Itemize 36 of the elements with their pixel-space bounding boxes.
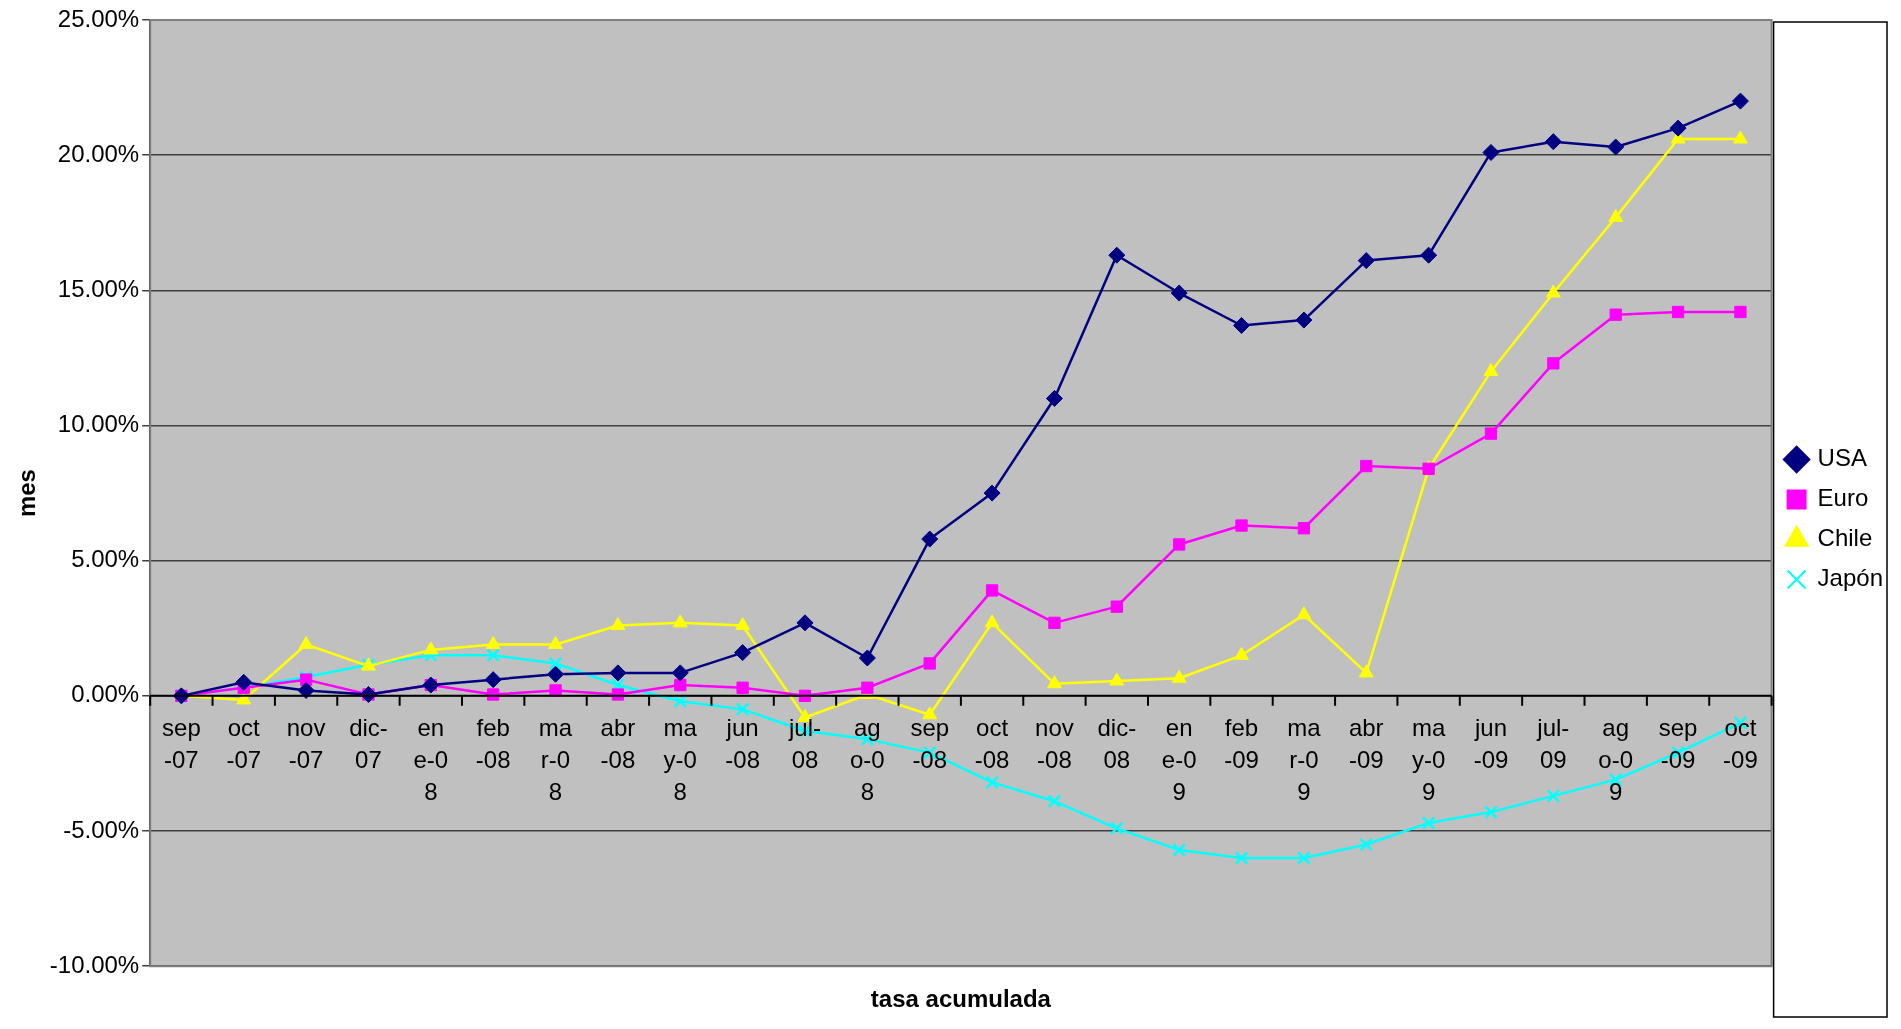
y-tick-label: 20.00%	[57, 139, 140, 167]
y-tick-label: 5.00%	[71, 545, 140, 573]
x-tick-label: may-08	[663, 714, 698, 806]
x-tick-label: sep-07	[162, 714, 201, 774]
x-tick-label: oct-07	[226, 714, 262, 774]
legend-label: Euro	[1817, 484, 1869, 512]
x-tick-label: jun-08	[725, 714, 760, 774]
y-tick-label: -5.00%	[63, 815, 140, 843]
x-tick-label: abr-08	[600, 714, 636, 774]
x-tick-label: oct-08	[974, 714, 1010, 774]
y-tick-label: 0.00%	[71, 680, 140, 708]
x-tick-label: ago-08	[850, 714, 885, 806]
x-tick-label: feb-08	[475, 714, 511, 774]
legend-label: Chile	[1817, 524, 1873, 552]
x-tick-label: abr-09	[1348, 714, 1384, 774]
x-tick-label: ene-09	[1161, 714, 1197, 806]
x-tick-label: nov-07	[286, 714, 326, 774]
x-tick-label: may-09	[1411, 714, 1446, 806]
y-tick-label: 25.00%	[57, 4, 140, 32]
x-tick-label: feb-09	[1224, 714, 1259, 774]
x-tick-label: ene-08	[413, 714, 449, 806]
x-axis-title: tasa acumulada	[870, 985, 1052, 1013]
y-tick-label: 10.00%	[57, 410, 140, 438]
y-axis-title: mes	[13, 469, 41, 518]
x-tick-label: mar-09	[1287, 714, 1322, 806]
x-tick-label: dic-08	[1097, 714, 1137, 774]
x-tick-label: nov-08	[1035, 714, 1074, 774]
x-tick-label: jul-09	[1536, 714, 1570, 774]
y-tick-label: 15.00%	[57, 274, 140, 302]
legend-label: USA	[1817, 444, 1867, 472]
x-tick-label: jun-09	[1473, 714, 1509, 774]
x-tick-label: dic-07	[349, 714, 388, 774]
x-tick-label: mar-08	[538, 714, 573, 806]
x-tick-label: ago-09	[1598, 714, 1634, 806]
legend-label: Japón	[1817, 564, 1883, 592]
y-tick-label: -10.00%	[49, 950, 140, 978]
